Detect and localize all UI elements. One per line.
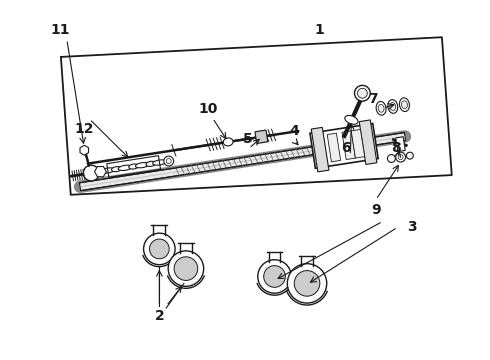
Circle shape — [83, 165, 99, 181]
Polygon shape — [255, 130, 268, 144]
Circle shape — [258, 260, 291, 293]
Polygon shape — [396, 137, 405, 152]
Ellipse shape — [112, 167, 122, 172]
Text: 6: 6 — [342, 141, 351, 156]
Circle shape — [166, 159, 171, 163]
Circle shape — [287, 264, 327, 303]
Text: 3: 3 — [408, 220, 417, 234]
Polygon shape — [359, 120, 377, 165]
Polygon shape — [79, 132, 406, 191]
Text: 10: 10 — [199, 102, 218, 116]
Circle shape — [164, 156, 173, 166]
Polygon shape — [351, 130, 365, 158]
Polygon shape — [327, 133, 341, 162]
Circle shape — [168, 251, 204, 286]
Circle shape — [398, 155, 403, 159]
Text: 9: 9 — [371, 203, 381, 216]
Ellipse shape — [118, 165, 132, 171]
Text: 12: 12 — [75, 122, 94, 136]
Ellipse shape — [399, 98, 410, 112]
Ellipse shape — [129, 164, 139, 169]
Text: 2: 2 — [154, 309, 164, 323]
Circle shape — [144, 233, 175, 265]
Polygon shape — [80, 145, 89, 155]
Circle shape — [264, 266, 285, 287]
Ellipse shape — [345, 116, 358, 124]
Text: 4: 4 — [290, 124, 299, 138]
Text: 5: 5 — [243, 132, 253, 146]
Polygon shape — [310, 123, 378, 168]
Ellipse shape — [135, 162, 149, 168]
Ellipse shape — [388, 100, 398, 113]
Ellipse shape — [376, 102, 386, 115]
Circle shape — [358, 88, 368, 98]
Circle shape — [396, 152, 406, 162]
Polygon shape — [95, 167, 106, 177]
Text: 8: 8 — [391, 141, 400, 156]
Circle shape — [294, 271, 320, 296]
Ellipse shape — [390, 103, 396, 111]
Circle shape — [174, 257, 198, 280]
Circle shape — [355, 85, 370, 101]
Circle shape — [388, 154, 395, 162]
Ellipse shape — [146, 161, 156, 166]
Polygon shape — [342, 131, 355, 159]
Text: 11: 11 — [50, 23, 70, 37]
Text: 7: 7 — [368, 92, 378, 106]
Ellipse shape — [153, 160, 166, 165]
Polygon shape — [311, 127, 329, 172]
Ellipse shape — [223, 138, 233, 146]
Ellipse shape — [378, 104, 384, 112]
Circle shape — [149, 239, 169, 259]
Circle shape — [406, 152, 413, 159]
Ellipse shape — [101, 168, 115, 173]
Ellipse shape — [401, 101, 408, 109]
Text: 1: 1 — [314, 23, 324, 37]
